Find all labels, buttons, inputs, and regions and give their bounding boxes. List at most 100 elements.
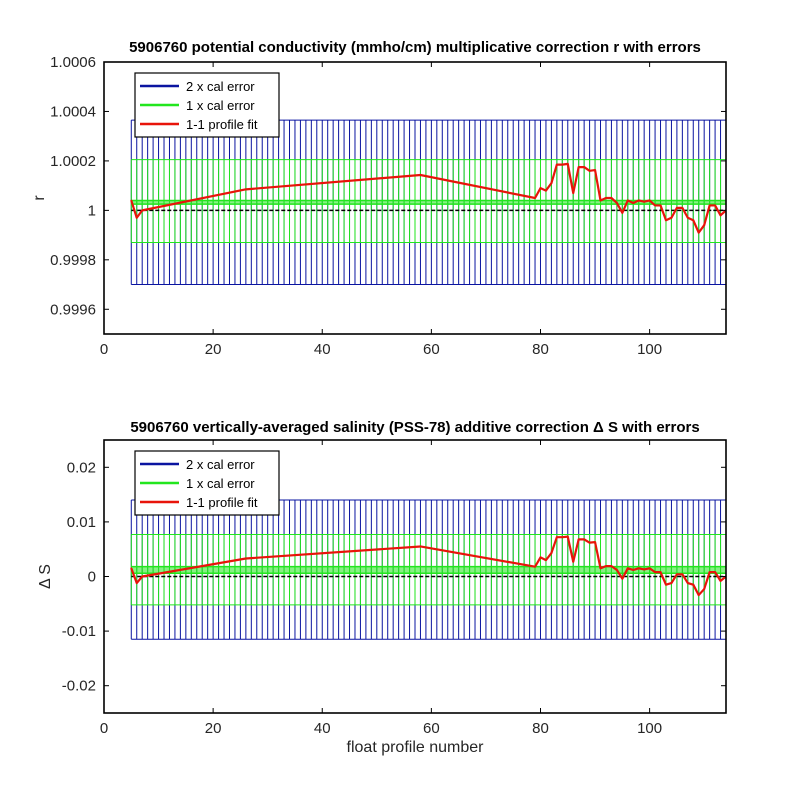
panel-salinity-correction: 5906760 vertically-averaged salinity (PS… [37,419,727,756]
data-point [697,594,700,596]
data-point [675,573,678,576]
data-point [599,567,602,570]
legend-item-profile-fit: 1-1 profile fit [140,495,258,510]
data-point [545,559,547,562]
y-tick-label: 1 [88,202,96,219]
x-tick-label: 40 [314,720,331,737]
data-point [681,206,684,209]
series-line-profile-fit [130,535,726,597]
data-point [670,216,673,219]
data-point [605,565,607,568]
data-point [141,575,144,578]
data-point [637,567,640,570]
plot-area [130,499,726,640]
data-point [534,565,536,568]
data-point [654,571,656,574]
error-bars-fit [131,565,726,574]
x-tick-label: 80 [532,720,549,737]
data-point [665,219,667,222]
data-point [632,569,635,571]
data-point [637,199,640,202]
data-point [719,214,722,217]
data-point [675,206,678,209]
legend-item-profile-fit: 1-1 profile fit [140,117,258,132]
data-point [577,538,580,541]
data-point [626,199,629,202]
legend-label: 2 x cal error [186,79,255,94]
data-point [135,216,138,219]
data-point [708,571,711,574]
x-tick-label: 0 [100,720,108,737]
data-point [135,582,138,584]
x-tick-label: 20 [205,341,222,358]
data-point [665,583,667,586]
y-tick-label: -0.02 [62,678,96,695]
data-point [550,552,553,554]
data-point [599,199,602,202]
data-point [681,573,684,576]
y-axis: -0.02 -0.01 0 0.01 0.02 [62,459,726,695]
x-axis: 0 20 40 60 80 100 [100,62,662,358]
data-point [419,545,422,548]
data-point [686,582,689,584]
data-point [583,166,586,168]
data-point [419,174,422,176]
data-point [572,192,575,194]
legend-item-1x-cal-error: 1 x cal error [140,476,255,491]
x-tick-label: 60 [423,720,440,737]
data-point [714,571,716,574]
legend-label: 1 x cal error [186,98,255,113]
data-point [539,187,542,190]
data-point [588,541,591,544]
legend-item-2x-cal-error: 2 x cal error [140,79,255,94]
x-tick-label: 20 [205,720,222,737]
data-point [594,169,596,171]
data-point [703,588,706,590]
y-axis: 0.9996 0.9998 1 1.0002 1.0004 1.0006 [50,54,726,318]
series-points [130,162,726,234]
data-point [703,224,706,227]
error-bars-fit-fill [131,566,726,574]
data-point [566,162,569,165]
legend-label: 2 x cal error [186,457,255,472]
data-point [670,582,673,584]
data-point [643,568,646,571]
data-point [588,169,591,172]
x-tick-label: 100 [637,341,662,358]
chart-title: 5906760 vertically-averaged salinity (PS… [130,419,699,436]
data-point [550,182,553,185]
data-point [566,535,569,538]
data-point [594,541,596,544]
data-point [708,204,711,207]
data-point [686,216,689,219]
data-point [615,202,618,204]
data-point [583,538,586,541]
data-point [697,231,700,234]
data-point [244,188,247,191]
data-point [659,204,662,207]
data-point [561,536,564,539]
data-point [648,567,651,570]
data-point [615,569,618,571]
y-tick-label: 0.9996 [50,301,96,318]
data-point [141,209,144,212]
data-point [534,197,536,199]
data-point [654,204,656,207]
data-point [572,560,575,563]
data-point [621,211,624,214]
x-axis: 0 20 40 60 80 100 [100,440,662,737]
data-point [648,199,651,202]
y-tick-label: 0.02 [67,459,96,476]
legend-label: 1 x cal error [186,476,255,491]
y-tick-label: 1.0006 [50,54,96,71]
error-bars-1x [130,533,726,606]
legend-label: 1-1 profile fit [186,117,258,132]
data-point [555,536,558,539]
data-point [130,567,133,570]
chart-title: 5906760 potential conductivity (mmho/cm)… [129,39,701,56]
data-point [605,197,607,199]
error-bars-fit-fill [131,200,726,205]
data-point [561,163,564,166]
legend-item-1x-cal-error: 1 x cal error [140,98,255,113]
